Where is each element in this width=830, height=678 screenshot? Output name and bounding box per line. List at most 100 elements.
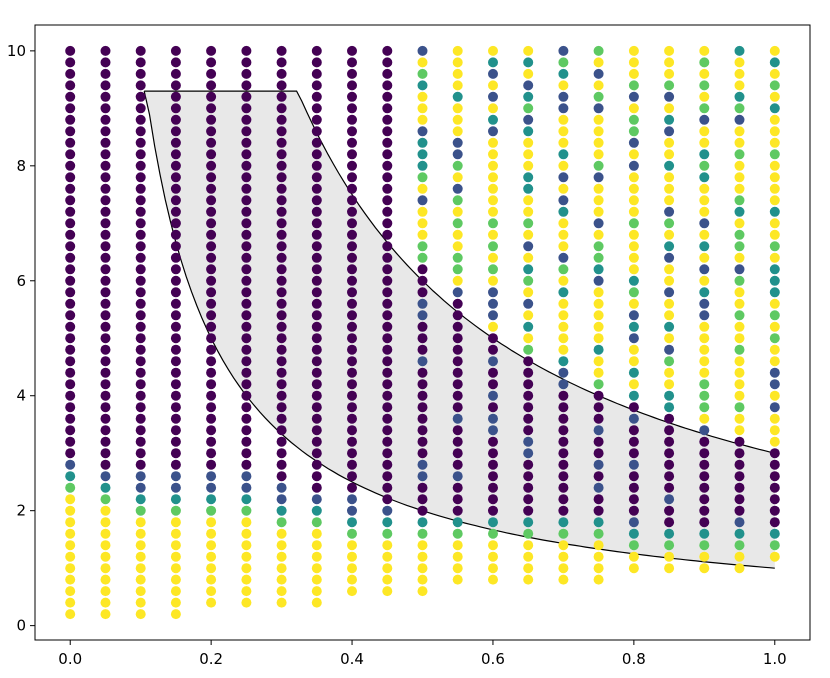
data-point <box>135 149 146 160</box>
data-point <box>135 367 146 378</box>
data-point <box>558 459 569 470</box>
data-point <box>628 183 639 194</box>
data-point <box>100 275 111 286</box>
data-point <box>170 551 181 562</box>
data-point <box>523 160 534 171</box>
data-point <box>170 597 181 608</box>
data-point <box>734 321 745 332</box>
data-point <box>488 241 498 252</box>
data-point <box>452 172 463 183</box>
data-point <box>488 540 498 551</box>
data-point <box>523 436 534 447</box>
data-point <box>558 356 569 367</box>
data-point <box>769 45 780 56</box>
data-point <box>734 494 745 505</box>
data-point <box>628 298 639 309</box>
data-point <box>382 103 393 114</box>
data-point <box>347 413 357 424</box>
data-point <box>523 402 534 413</box>
data-point <box>170 91 181 102</box>
data-point <box>734 45 745 56</box>
data-point <box>488 229 498 240</box>
data-point <box>417 505 428 516</box>
data-point <box>135 114 146 125</box>
data-point <box>734 413 745 424</box>
data-point <box>628 264 639 275</box>
data-point <box>593 68 604 79</box>
data-point <box>558 574 569 585</box>
data-point <box>523 425 534 436</box>
data-point <box>558 505 569 516</box>
data-point <box>206 540 217 551</box>
data-point <box>65 195 76 206</box>
data-point <box>417 517 428 528</box>
data-point <box>769 126 780 137</box>
data-point <box>100 574 111 585</box>
data-point <box>523 149 534 160</box>
data-point <box>628 103 639 114</box>
data-point <box>206 126 217 137</box>
data-point <box>628 505 639 516</box>
data-point <box>135 68 146 79</box>
data-point <box>100 264 111 275</box>
data-point <box>170 275 181 286</box>
data-point <box>488 137 498 148</box>
data-point <box>276 425 287 436</box>
data-point <box>734 344 745 355</box>
data-point <box>488 45 498 56</box>
data-point <box>135 57 146 68</box>
data-point <box>628 517 639 528</box>
data-point <box>135 126 146 137</box>
data-point <box>558 183 569 194</box>
data-point <box>65 91 76 102</box>
data-point <box>206 229 217 240</box>
data-point <box>664 183 675 194</box>
data-point <box>135 494 146 505</box>
data-point <box>206 563 217 574</box>
data-point <box>241 80 252 91</box>
data-point <box>170 103 181 114</box>
data-point <box>417 551 428 562</box>
data-point <box>417 103 428 114</box>
y-tick-label: 0 <box>16 617 26 635</box>
data-point <box>417 494 428 505</box>
data-point <box>699 390 710 401</box>
data-point <box>206 80 217 91</box>
data-point <box>699 402 710 413</box>
data-point <box>65 206 76 217</box>
data-point <box>206 310 217 321</box>
data-point <box>417 356 428 367</box>
data-point <box>170 379 181 390</box>
data-point <box>593 287 604 298</box>
data-point <box>488 574 498 585</box>
data-point <box>311 390 322 401</box>
data-point <box>206 494 217 505</box>
data-point <box>100 195 111 206</box>
data-point <box>664 356 675 367</box>
data-point <box>276 310 287 321</box>
data-point <box>65 114 76 125</box>
data-point <box>311 436 322 447</box>
data-point <box>452 160 463 171</box>
data-point <box>734 160 745 171</box>
data-point <box>347 494 357 505</box>
data-point <box>241 241 252 252</box>
data-point <box>558 344 569 355</box>
data-point <box>276 482 287 493</box>
data-point <box>488 218 498 229</box>
data-point <box>558 149 569 160</box>
data-point <box>558 114 569 125</box>
data-point <box>65 448 76 459</box>
data-point <box>206 45 217 56</box>
data-point <box>135 448 146 459</box>
data-point <box>276 126 287 137</box>
data-point <box>241 540 252 551</box>
data-point <box>382 505 393 516</box>
data-point <box>417 367 428 378</box>
data-point <box>241 448 252 459</box>
data-point <box>311 264 322 275</box>
data-point <box>65 333 76 344</box>
data-point <box>135 540 146 551</box>
data-point <box>241 367 252 378</box>
data-point <box>417 91 428 102</box>
